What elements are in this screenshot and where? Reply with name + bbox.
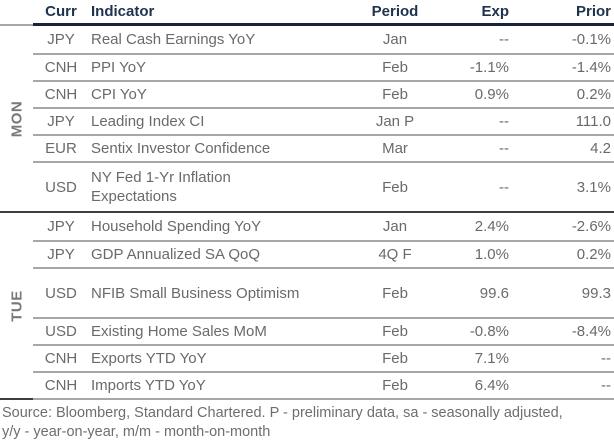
cell-prior: --	[601, 377, 611, 394]
cell-exp: 7.1%	[474, 350, 509, 367]
table-header-cells: Curr Indicator Period Exp Prior	[33, 0, 614, 26]
header-period: Period	[371, 2, 419, 20]
cell-prior: 99.3	[581, 284, 611, 302]
cell-curr: CNH	[44, 377, 78, 394]
calendar-row: JPY Leading Index CI Jan P -- 111.0	[33, 107, 614, 134]
group-rows: JPY Household Spending YoY Jan 2.4% -2.6% JPY…	[33, 213, 614, 400]
calendar-row: JPY GDP Annualized SA QoQ 4Q F 1.0% 0.2%	[33, 240, 614, 267]
cell-prior: -0.1%	[571, 31, 611, 48]
cell-exp: -0.8%	[469, 323, 509, 340]
cell-indicator: Imports YTD YoY	[91, 377, 206, 394]
day-label: MON	[8, 100, 25, 137]
cell-curr: CNH	[44, 86, 78, 103]
cell-curr: JPY	[47, 218, 75, 235]
calendar-row: JPY Household Spending YoY Jan 2.4% -2.6%	[33, 213, 614, 240]
calendar-row: USD Existing Home Sales MoM Feb -0.8% -8.4%	[33, 317, 614, 344]
cell-indicator: NY Fed 1-Yr Inflation Expectations	[91, 169, 231, 205]
cell-period: Mar	[382, 140, 408, 157]
cell-prior: 0.2%	[576, 86, 611, 103]
cell-indicator: Sentix Investor Confidence	[91, 140, 271, 157]
header-indicator: Indicator	[91, 2, 155, 20]
cell-exp: 99.6	[479, 284, 509, 302]
cell-prior: 111.0	[575, 113, 611, 130]
day-group-mon: MON JPY Real Cash Earnings YoY Jan -- -0.1% CN…	[0, 26, 614, 213]
cell-curr: JPY	[47, 246, 75, 263]
cell-indicator: Leading Index CI	[91, 113, 205, 130]
cell-period: Feb	[382, 377, 408, 394]
cell-prior: 0.2%	[576, 246, 611, 263]
table-header-row: Curr Indicator Period Exp Prior	[0, 0, 614, 26]
cell-period: Feb	[382, 323, 408, 340]
cell-prior: 3.1%	[576, 178, 611, 196]
cell-curr: EUR	[45, 140, 77, 157]
cell-prior: -8.4%	[571, 323, 611, 340]
cell-period: Feb	[382, 86, 408, 103]
cell-period: Feb	[382, 350, 408, 367]
cell-exp: -1.1%	[469, 59, 509, 76]
cell-indicator: Exports YTD YoY	[91, 350, 207, 367]
source-note-line2: y/y - year-on-year, m/m - month-on-month	[2, 424, 271, 440]
cell-curr: JPY	[47, 113, 75, 130]
cell-indicator: GDP Annualized SA QoQ	[91, 246, 260, 263]
calendar-row: CNH CPI YoY Feb 0.9% 0.2%	[33, 80, 614, 107]
day-column-header-spacer	[0, 0, 33, 26]
day-label: TUE	[8, 289, 25, 322]
header-curr: Curr	[45, 2, 77, 20]
cell-indicator: Real Cash Earnings YoY	[91, 31, 256, 48]
source-note: Source: Bloomberg, Standard Chartered. P…	[0, 400, 614, 442]
table-body: MON JPY Real Cash Earnings YoY Jan -- -0.1% CN…	[0, 26, 614, 400]
cell-curr: CNH	[44, 350, 78, 367]
cell-exp: --	[499, 31, 509, 48]
cell-indicator: PPI YoY	[91, 59, 147, 76]
cell-period: 4Q F	[378, 246, 412, 263]
source-note-line1: Source: Bloomberg, Standard Chartered. P…	[2, 405, 563, 421]
cell-curr: USD	[45, 178, 77, 196]
calendar-row: CNH PPI YoY Feb -1.1% -1.4%	[33, 53, 614, 80]
cell-prior: 4.2	[590, 140, 611, 157]
cell-curr: CNH	[44, 59, 78, 76]
cell-exp: 0.9%	[474, 86, 509, 103]
header-exp: Exp	[481, 2, 509, 20]
calendar-row: USD NY Fed 1-Yr Inflation Expectations Feb…	[33, 161, 614, 211]
cell-exp: 6.4%	[474, 377, 509, 394]
cell-exp: --	[499, 113, 509, 130]
cell-indicator: Household Spending YoY	[91, 218, 262, 235]
cell-indicator: CPI YoY	[91, 86, 147, 103]
cell-indicator: NFIB Small Business Optimism	[91, 284, 300, 302]
group-rows: JPY Real Cash Earnings YoY Jan -- -0.1% CNH PP…	[33, 26, 614, 211]
day-cell: TUE	[0, 213, 33, 400]
calendar-row: CNH Exports YTD YoY Feb 7.1% --	[33, 344, 614, 371]
cell-prior: --	[601, 350, 611, 367]
cell-period: Feb	[382, 59, 408, 76]
cell-period: Jan	[382, 31, 408, 48]
cell-period: Jan	[382, 218, 408, 235]
calendar-row: USD NFIB Small Business Optimism Feb 99.6 99…	[33, 267, 614, 317]
cell-exp: 2.4%	[474, 218, 509, 235]
cell-exp: --	[499, 178, 509, 196]
cell-prior: -1.4%	[571, 59, 611, 76]
cell-exp: 1.0%	[474, 246, 509, 263]
cell-exp: --	[499, 140, 509, 157]
cell-period: Feb	[382, 284, 408, 302]
cell-period: Feb	[382, 178, 408, 196]
cell-prior: -2.6%	[571, 218, 611, 235]
cell-curr: USD	[45, 284, 77, 302]
calendar-row: JPY Real Cash Earnings YoY Jan -- -0.1%	[33, 26, 614, 53]
calendar-row: CNH Imports YTD YoY Feb 6.4% --	[33, 371, 614, 398]
calendar-row: EUR Sentix Investor Confidence Mar -- 4.2	[33, 134, 614, 161]
cell-indicator: Existing Home Sales MoM	[91, 323, 267, 340]
cell-curr: USD	[45, 323, 77, 340]
day-group-tue: TUE JPY Household Spending YoY Jan 2.4% -2.6%…	[0, 213, 614, 400]
day-cell: MON	[0, 26, 33, 211]
cell-period: Jan P	[375, 113, 415, 130]
header-prior: Prior	[575, 2, 611, 20]
cell-curr: JPY	[47, 31, 75, 48]
